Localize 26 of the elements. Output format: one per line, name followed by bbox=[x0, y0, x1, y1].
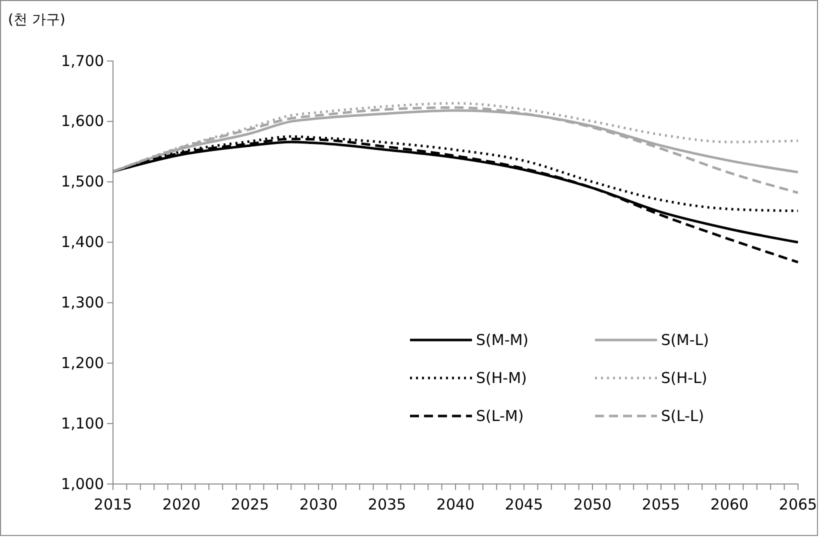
x-tick-label: 2020 bbox=[162, 496, 201, 514]
x-tick-label: 2065 bbox=[778, 496, 818, 514]
y-tick-label: 1,500 bbox=[61, 172, 104, 191]
y-tick-label: 1,300 bbox=[61, 294, 104, 312]
legend-label: S(M-M) bbox=[476, 331, 529, 349]
x-tick-label: 2015 bbox=[94, 496, 132, 514]
x-tick-label: 2030 bbox=[299, 496, 338, 514]
legend-label: S(H-M) bbox=[476, 369, 527, 387]
x-tick-label: 2055 bbox=[642, 496, 680, 514]
y-axis-title: (천 가구) bbox=[8, 12, 66, 28]
legend-label: S(H-L) bbox=[661, 369, 708, 387]
x-tick-label: 2025 bbox=[230, 496, 270, 514]
y-tick-label: 1,400 bbox=[61, 233, 104, 252]
x-tick-label: 2040 bbox=[436, 496, 475, 514]
x-tick-label: 2060 bbox=[710, 496, 749, 514]
y-tick-label: 1,000 bbox=[61, 474, 104, 493]
x-tick-label: 2045 bbox=[504, 496, 544, 514]
x-tick-label: 2050 bbox=[573, 496, 612, 514]
legend-label: S(L-L) bbox=[661, 407, 704, 425]
x-tick-label: 2035 bbox=[368, 496, 406, 514]
y-tick-label: 1,200 bbox=[61, 354, 104, 372]
legend-label: S(L-M) bbox=[476, 407, 524, 425]
y-tick-label: 1,600 bbox=[61, 112, 104, 130]
y-tick-label: 1,100 bbox=[61, 414, 104, 432]
y-tick-label: 1,700 bbox=[61, 52, 104, 70]
legend-label: S(M-L) bbox=[661, 331, 709, 349]
